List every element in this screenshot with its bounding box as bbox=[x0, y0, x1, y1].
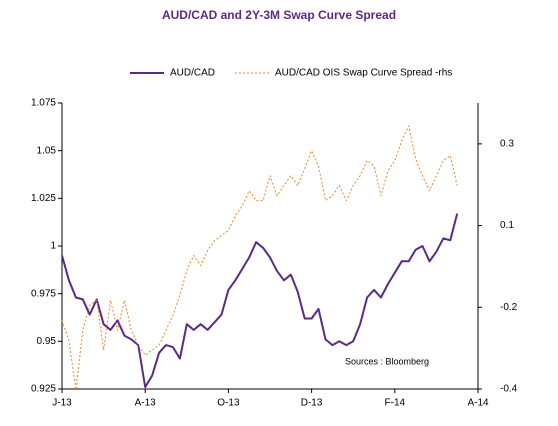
y-tick-label: 1.05 bbox=[37, 145, 57, 156]
x-tick-label: A-13 bbox=[135, 398, 157, 409]
y-tick-label: 0.95 bbox=[37, 336, 57, 347]
series-line bbox=[61, 213, 459, 389]
y2-tick-label: 0.3 bbox=[500, 138, 514, 149]
y2-tick-label: 0.1 bbox=[500, 220, 514, 231]
x-tick-label: F-14 bbox=[385, 398, 406, 409]
y-tick-label: 1.075 bbox=[31, 98, 56, 109]
y-tick-label: 1.025 bbox=[31, 193, 56, 204]
x-tick-label: A-14 bbox=[467, 398, 489, 409]
x-tick-label: J-13 bbox=[52, 398, 72, 409]
y2-tick-label: -0.2 bbox=[500, 302, 518, 313]
y-tick-label: 0.975 bbox=[31, 288, 56, 299]
y-tick-label: 0.925 bbox=[31, 384, 56, 395]
y2-tick-label: -0.4 bbox=[500, 384, 518, 395]
x-tick-label: O-13 bbox=[217, 398, 240, 409]
legend-label: AUD/CAD OIS Swap Curve Spread -rhs bbox=[275, 68, 452, 79]
chart-title: AUD/CAD and 2Y-3M Swap Curve Spread bbox=[162, 8, 396, 22]
y-tick-label: 1 bbox=[50, 241, 56, 252]
series-line bbox=[61, 125, 458, 391]
x-tick-label: D-13 bbox=[301, 398, 323, 409]
legend-label: AUD/CAD bbox=[170, 68, 215, 79]
annotation: Sources : Bloomberg bbox=[345, 356, 429, 366]
